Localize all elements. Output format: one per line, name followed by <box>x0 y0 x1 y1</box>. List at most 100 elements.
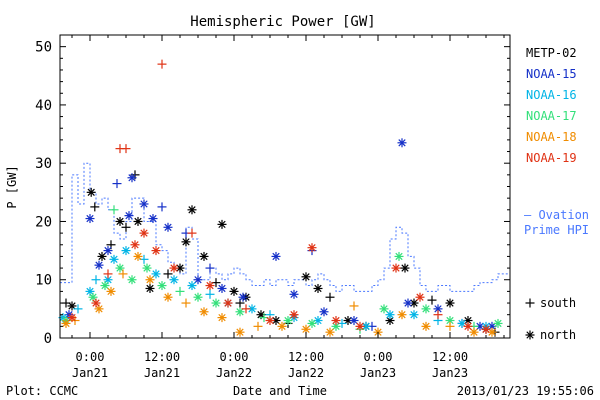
legend-symbol-south <box>525 298 535 308</box>
data-point-north <box>463 321 473 331</box>
data-point-south <box>121 144 131 154</box>
marker-stroke <box>422 305 430 313</box>
marker-stroke <box>386 316 394 325</box>
data-point-north <box>151 269 161 279</box>
marker-stroke <box>104 276 112 284</box>
data-point-north <box>319 307 329 317</box>
data-point-north <box>457 318 467 328</box>
data-point-south <box>253 321 263 331</box>
data-point-south <box>187 228 197 238</box>
marker-stroke <box>308 244 316 252</box>
data-point-north <box>133 216 143 226</box>
data-point-south <box>349 301 359 311</box>
data-point-north <box>142 263 152 273</box>
data-point-north <box>85 286 95 296</box>
marker-stroke <box>140 229 148 237</box>
data-point-north <box>355 321 365 331</box>
data-point-north <box>61 318 71 328</box>
marker-stroke <box>344 316 352 325</box>
legend-entry-ovation: — Ovation <box>524 208 589 222</box>
data-point-north <box>106 286 116 296</box>
data-point-north <box>469 327 479 337</box>
marker-stroke <box>224 299 232 307</box>
data-point-south <box>112 179 122 189</box>
legend-entry-ovation-cont: Prime HPI <box>524 223 589 237</box>
data-point-north <box>313 283 323 293</box>
chart-title: Hemispheric Power [GW] <box>190 14 375 30</box>
legend-entry-noaa-17: NOAA-17 <box>526 109 577 123</box>
data-point-north <box>301 272 311 282</box>
marker-stroke <box>416 293 424 301</box>
legend-symbol-north <box>525 330 535 340</box>
y-tick-label: 20 <box>35 214 52 230</box>
series-noaa-19 <box>67 59 491 334</box>
marker-stroke <box>395 252 403 261</box>
marker-stroke <box>134 252 142 261</box>
data-point-north <box>133 251 143 261</box>
data-point-north <box>86 187 96 197</box>
marker-stroke <box>446 299 454 307</box>
marker-stroke <box>434 305 442 313</box>
series-metp-02 <box>61 170 500 337</box>
data-point-north <box>91 298 101 308</box>
data-point-north <box>493 318 503 328</box>
x-tick-date-label: Jan23 <box>432 366 468 380</box>
x-tick-label: 0:00 <box>220 350 249 364</box>
data-point-south <box>205 263 215 273</box>
x-tick-date-label: Jan22 <box>216 366 252 380</box>
data-point-north <box>67 301 77 311</box>
marker-stroke <box>131 241 139 249</box>
marker-stroke <box>284 316 292 325</box>
data-point-north <box>211 298 221 308</box>
data-point-north <box>445 316 455 326</box>
data-point-north <box>145 283 155 293</box>
marker-stroke <box>392 264 400 272</box>
marker-stroke <box>314 316 322 325</box>
marker-stroke <box>464 322 472 331</box>
data-point-north <box>379 304 389 314</box>
legend-label-north: north <box>540 328 576 342</box>
marker-stroke <box>134 217 142 226</box>
data-point-north <box>199 307 209 317</box>
marker-stroke <box>362 322 370 331</box>
marker-stroke <box>494 319 502 328</box>
marker-stroke <box>86 287 94 296</box>
marker-stroke <box>176 264 184 272</box>
data-point-south <box>205 289 215 299</box>
data-point-north <box>193 275 203 285</box>
marker-stroke <box>149 214 157 223</box>
data-point-north <box>481 324 491 334</box>
marker-stroke <box>302 325 310 333</box>
data-point-south <box>103 269 113 279</box>
x-tick-date-label: Jan22 <box>288 366 324 380</box>
marker-stroke <box>152 246 160 255</box>
data-point-north <box>85 214 95 224</box>
marker-stroke <box>446 316 454 325</box>
marker-stroke <box>116 264 124 272</box>
x-tick-label: 12:00 <box>288 350 324 364</box>
data-point-north <box>301 324 311 334</box>
marker-stroke <box>272 316 280 325</box>
series-noaa-15 <box>64 138 497 331</box>
x-axis-label: Date and Time <box>233 384 327 398</box>
data-point-north <box>271 251 281 261</box>
legend-label-south: south <box>540 296 576 310</box>
marker-stroke <box>308 319 316 328</box>
data-point-north <box>349 316 359 326</box>
marker-stroke <box>110 255 118 264</box>
marker-stroke <box>128 174 136 182</box>
series-noaa-18 <box>61 251 497 337</box>
data-point-north <box>391 263 401 273</box>
marker-stroke <box>87 188 95 196</box>
marker-stroke <box>464 316 472 325</box>
data-point-north <box>313 316 323 326</box>
data-point-north <box>421 321 431 331</box>
data-point-north <box>229 286 239 296</box>
data-point-north <box>400 263 410 273</box>
x-tick-date-label: Jan23 <box>360 366 396 380</box>
data-point-north <box>187 205 197 215</box>
marker-stroke <box>98 252 106 261</box>
marker-stroke <box>68 313 76 322</box>
x-tick-label: 12:00 <box>432 350 468 364</box>
data-point-north <box>397 138 407 148</box>
